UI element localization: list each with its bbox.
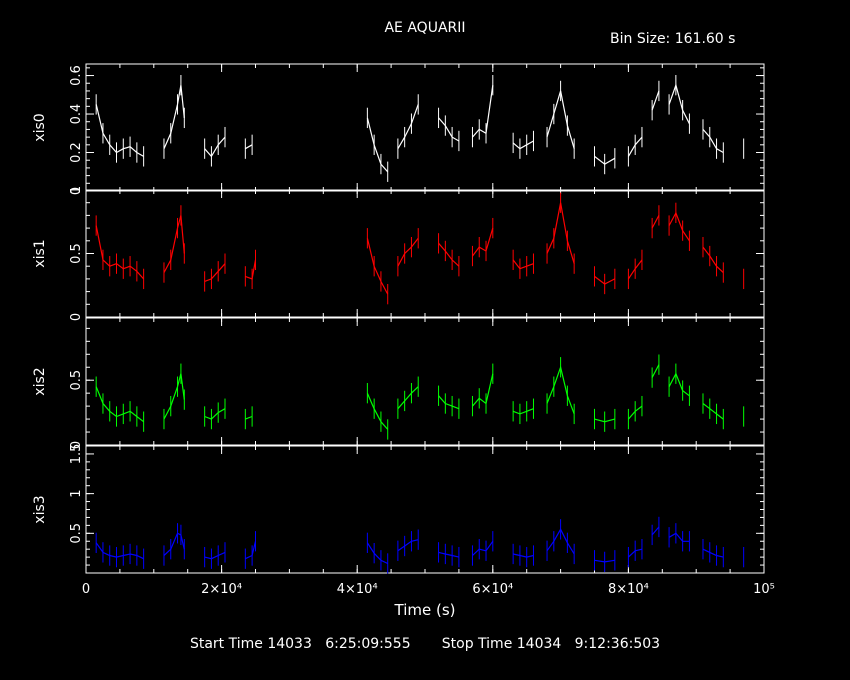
series-xis1-line <box>668 211 690 242</box>
y-axis-label: xis0 <box>32 113 48 141</box>
series-xis3-line <box>651 526 660 536</box>
x-tick-label: 4×10⁴ <box>337 582 378 597</box>
series-xis0-line <box>651 90 660 111</box>
series-xis0-line <box>702 129 724 154</box>
panel-xis0: 0 0.2 0.4 0.6 xis0 <box>32 63 765 195</box>
series-xis3-line <box>245 541 257 560</box>
chart-title: AE AQUARII <box>384 20 466 36</box>
series-xis2-line <box>668 372 690 397</box>
series-xis1-line <box>366 238 389 295</box>
x-axis-label: Time (s) <box>394 601 456 619</box>
series-xis0-line <box>204 136 226 158</box>
start-time-label: Start Time <box>189 636 263 652</box>
series-xis3-line <box>366 542 388 565</box>
series-xis0-line <box>397 104 419 150</box>
series-xis0-line <box>472 85 494 138</box>
series-xis0-line <box>95 104 144 157</box>
series-xis1-line <box>245 259 257 280</box>
series-xis3-line <box>512 553 534 558</box>
series-xis2-line <box>95 386 144 423</box>
panel-frame <box>85 317 765 446</box>
panel-frame <box>85 189 765 318</box>
series-xis1-line <box>95 225 145 280</box>
y-tick-label: 1.5 <box>69 444 84 465</box>
series-xis0-line <box>512 140 534 150</box>
y-tick-label: 0.6 <box>69 65 84 86</box>
y-tick-label: 0.5 <box>69 370 84 391</box>
series-xis1-line <box>438 242 460 267</box>
series-xis2-line <box>512 408 534 415</box>
y-tick-label: 0.5 <box>69 523 84 544</box>
series-xis1-line <box>702 246 724 274</box>
x-tick-label: 2×10⁴ <box>201 582 242 597</box>
series-xis3-line <box>702 548 724 558</box>
y-tick-label: 0.2 <box>69 142 84 163</box>
y-tick-label: 0 <box>69 187 84 195</box>
series-xis3-line <box>204 551 226 560</box>
series-xis0-line <box>245 144 253 150</box>
series-xis1-line <box>397 237 419 267</box>
series-xis2-line <box>472 373 494 407</box>
panel-xis3: 0.5 1 1.5 xis3 <box>32 444 765 574</box>
y-tick-label: 0 <box>69 313 84 321</box>
series-xis0-line <box>438 117 460 142</box>
series-xis1-line <box>512 259 534 270</box>
x-tick-label: 0 <box>82 582 90 597</box>
y-axis-label: xis3 <box>32 495 48 523</box>
series-xis2-line <box>651 364 660 378</box>
series-xis1-line <box>472 227 494 257</box>
series-xis3-line <box>472 540 494 556</box>
stop-time-value: 14034 9:12:36:503 <box>516 636 661 652</box>
y-tick-label: 0 <box>69 441 84 449</box>
x-tick-label: 6×10⁴ <box>472 582 513 597</box>
x-tick-label: 10⁵ <box>753 582 775 597</box>
start-time-value: 14033 6:25:09:555 <box>267 636 411 652</box>
series-xis2-line <box>366 392 389 430</box>
panel-xis2: 0 0.5 xis2 <box>32 317 765 449</box>
series-xis2-line <box>397 386 419 410</box>
panel-xis1: 0 0.5 1 xis1 <box>32 186 765 321</box>
series-xis2-line <box>438 395 460 410</box>
stop-time-label: Stop Time <box>441 636 513 652</box>
y-axis-label: xis2 <box>32 367 48 395</box>
series-xis3-line <box>438 551 460 558</box>
bin-size-label: Bin Size: 161.60 s <box>610 31 736 47</box>
series-xis3-line <box>95 542 144 560</box>
x-tick-label: 8×10⁴ <box>608 582 649 597</box>
y-tick-label: 1 <box>69 489 84 497</box>
series-xis0-line <box>668 83 690 124</box>
panel-frame <box>85 445 765 574</box>
series-xis3-line <box>668 532 690 542</box>
series-xis1-line <box>204 263 226 282</box>
y-axis-label: xis1 <box>32 239 48 267</box>
y-tick-label: 0.4 <box>69 104 84 125</box>
series-xis2-line <box>204 408 226 420</box>
y-tick-label: 0.5 <box>69 243 84 264</box>
panel-frame <box>85 63 765 192</box>
series-xis3-line <box>397 539 419 552</box>
series-xis2-line <box>702 403 724 420</box>
series-xis0-line <box>366 117 389 173</box>
series-xis1-line <box>651 215 660 229</box>
y-tick-label: 1 <box>69 186 84 194</box>
series-xis2-line <box>245 415 253 420</box>
time-range-footer: Start Time 14033 6:25:09:555 Stop Time 1… <box>0 636 850 652</box>
